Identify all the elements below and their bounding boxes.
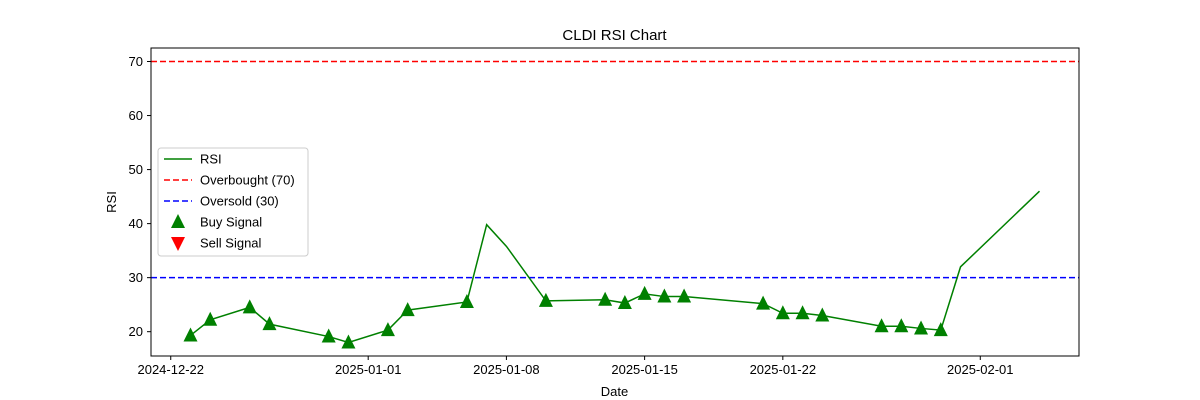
buy-signal-marker: [775, 305, 790, 320]
legend-item: RSI: [164, 152, 222, 167]
y-tick-label: 70: [129, 54, 143, 69]
buy-signal-marker: [657, 288, 672, 303]
y-tick-label: 20: [129, 324, 143, 339]
buy-signal-marker: [183, 327, 198, 342]
legend-swatch: [171, 237, 185, 251]
legend-box: [157, 147, 309, 257]
legend-label: Overbought (70): [200, 173, 295, 188]
buy-signal-marker: [400, 302, 415, 317]
chart-title: CLDI RSI Chart: [562, 27, 667, 44]
y-tick-label: 30: [129, 270, 143, 285]
legend-label: RSI: [200, 152, 222, 167]
rsi-line: [190, 190, 1041, 344]
x-tick-label: 2025-01-22: [750, 362, 817, 377]
buy-signal-marker: [795, 305, 810, 320]
y-tick-label: 60: [129, 108, 143, 123]
buy-signal-marker: [894, 318, 909, 333]
plot-area: [151, 60, 1079, 349]
buy-signal-marker: [756, 295, 771, 310]
x-tick-label: 2024-12-22: [137, 362, 204, 377]
buy-signal-marker: [321, 328, 336, 343]
buy-signal-marker: [380, 322, 395, 337]
buy-signal-marker: [598, 291, 613, 306]
buy-signal-marker: [203, 311, 218, 326]
y-axis-label: RSI: [104, 191, 119, 213]
axes: 20 30 40 50 60 70 2024-12-22 2025-01-01 2025-01-…: [129, 47, 1080, 377]
legend-label: Sell Signal: [200, 236, 262, 251]
buy-signal-marker: [874, 318, 889, 333]
legend-label: Buy Signal: [200, 215, 262, 230]
plot-frame: [150, 47, 1080, 357]
y-tick-label: 40: [129, 216, 143, 231]
x-tick-label: 2025-02-01: [947, 362, 1014, 377]
legend-swatch: [171, 214, 185, 228]
legend-item: Sell Signal: [171, 236, 262, 251]
x-axis-label: Date: [601, 384, 628, 399]
legend: RSI Overbought (70) Oversold (30) Buy Signa…: [157, 147, 309, 257]
buy-signal-marker: [933, 322, 948, 337]
legend-item: Buy Signal: [171, 214, 262, 230]
buy-signal-marker: [538, 292, 553, 307]
buy-signal-marker: [341, 334, 356, 349]
buy-signal-marker: [815, 307, 830, 322]
buy-signal-marker: [262, 316, 277, 331]
x-tick-label: 2025-01-08: [473, 362, 540, 377]
buy-signal-marker: [677, 288, 692, 303]
x-tick-label: 2025-01-15: [611, 362, 678, 377]
buy-signal-marker: [914, 320, 929, 335]
buy-signal-marker: [242, 299, 257, 314]
x-tick-label: 2025-01-01: [335, 362, 402, 377]
buy-signal-marker: [459, 293, 474, 308]
legend-item: Oversold (30): [164, 194, 279, 209]
buy-signal-marker: [637, 285, 652, 300]
y-tick-label: 50: [129, 162, 143, 177]
buy-signal-marker: [617, 295, 632, 310]
legend-label: Oversold (30): [200, 194, 279, 209]
legend-item: Overbought (70): [164, 173, 295, 188]
